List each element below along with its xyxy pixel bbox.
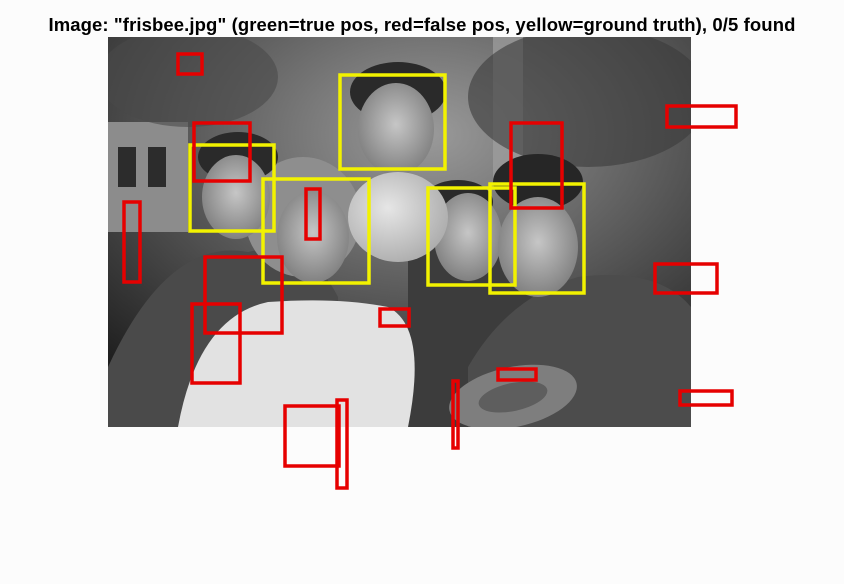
false-positive-box [192, 121, 252, 183]
ground-truth-box [426, 186, 517, 287]
face [202, 155, 270, 239]
face [498, 197, 578, 297]
false-positive-box [304, 187, 322, 241]
ground-truth-box [338, 73, 447, 171]
ground-truth-box [488, 182, 586, 295]
false-positive-box [122, 200, 142, 284]
false-positive-box [335, 398, 349, 490]
face [358, 83, 434, 175]
face [277, 191, 349, 283]
false-positive-box [678, 389, 734, 407]
false-positive-box [451, 379, 460, 450]
false-positive-box [496, 367, 538, 382]
frisbee [348, 172, 448, 262]
face [434, 193, 502, 281]
false-positive-box [283, 404, 341, 468]
false-positive-box [176, 52, 204, 76]
false-positive-box [378, 307, 411, 328]
false-positive-box [203, 255, 284, 335]
false-positive-box [190, 302, 242, 385]
false-positive-box [509, 121, 564, 210]
ground-truth-box [188, 143, 276, 233]
figure-title: Image: "frisbee.jpg" (green=true pos, re… [48, 14, 796, 35]
false-positive-box [665, 104, 738, 129]
false-positive-box [653, 262, 719, 295]
ground-truth-box [261, 177, 371, 285]
